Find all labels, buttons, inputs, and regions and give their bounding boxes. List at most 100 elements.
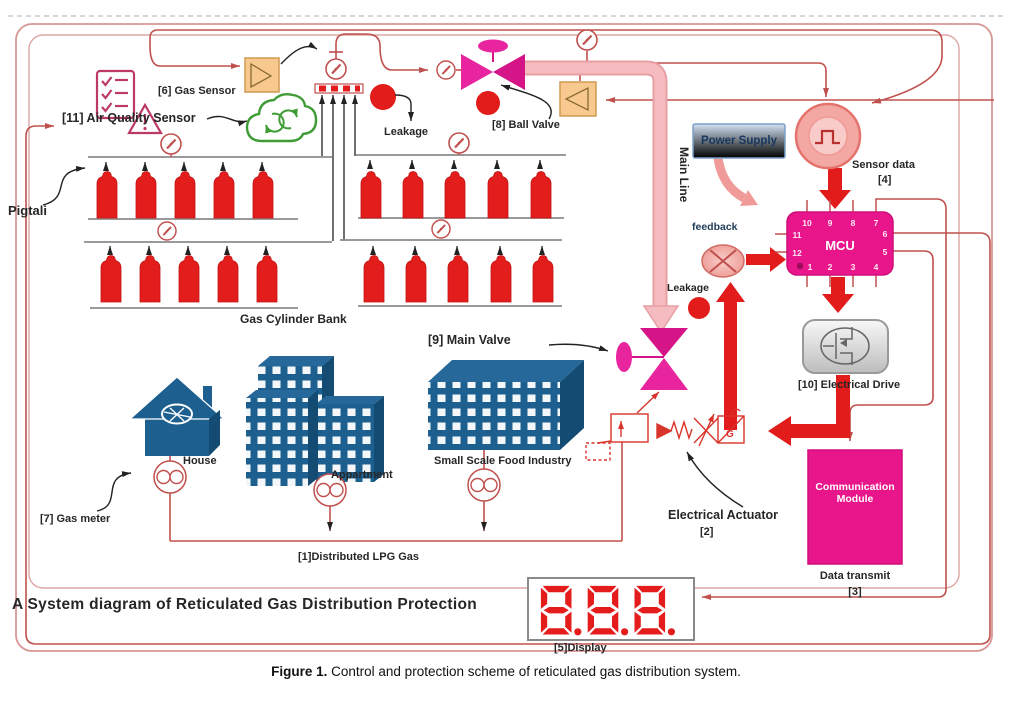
communication-module-label: Communication Module [815,481,895,505]
communication-module-box [807,449,903,565]
mcu-pin-5: 5 [883,247,888,257]
wire-mcu-pin5-to-comm [847,250,934,441]
electrical-actuator-label: Electrical Actuator [668,508,778,522]
mosfet-icon [820,327,870,365]
main-line-pipe [524,60,680,334]
mcu-chip: 10 9 8 7 11 12 6 5 1 2 3 4 MCU [775,200,906,287]
leakage-top-label: Leakage [384,126,429,138]
gas-meter-industry [467,468,501,502]
main-valve [616,328,688,390]
wire-top-to-sensor-data [149,29,943,104]
manifold [314,51,364,94]
gas-sensor-box-2 [559,81,597,117]
apartment-icon [246,356,384,486]
main-valve-label: [9] Main Valve [428,333,511,347]
electrical-drive-label: [10] Electrical Drive [798,379,901,391]
leakage-mid-label: Leakage [667,282,710,294]
arrow-ballvalve-label [500,84,552,120]
power-supply-label: Power Supply [700,134,778,147]
arrow-actuator-label [686,451,744,508]
arrow-sensordata-to-mcu [819,168,851,209]
arrow-gasmeter-label [96,471,132,512]
industry-label: Small Scale Food Industry [434,455,572,467]
mcu-pin-11: 11 [793,230,802,240]
display-label: [5]Display [554,642,607,654]
arrow-feedback-to-mcu [746,247,786,272]
mcu-pin-3: 3 [851,262,856,272]
seven-segment-display [527,577,695,641]
cylinder-arrows [103,160,545,255]
mcu-pin-7: 7 [874,218,879,228]
wire-mcu-pin6-to-air-sensor [25,123,991,645]
figure-caption-text: Control and protection scheme of reticul… [327,664,741,679]
actuator-g-label: G [726,429,734,440]
air-quality-cloud-icon [245,92,318,143]
ball-valve [436,28,599,90]
sensor-data-label: Sensor data [852,159,915,171]
data-transmit-ref: [3] [848,586,862,598]
mcu-pin-9: 9 [828,218,833,228]
arrow-pigtail-label [42,165,86,206]
electrical-actuator-ref: [2] [700,526,714,538]
arrow-gassensor-to-manifold [280,41,318,65]
mcu-pin-stubs [775,200,906,287]
mcu-pin-12: 12 [792,248,802,258]
signal-block-arrows [716,168,854,446]
electrical-drive-box [802,319,889,374]
inner-border [28,34,960,589]
cylinder-rails [84,154,566,309]
checklist-warning-icon [95,69,163,135]
gas-cylinder-bank-label: Gas Cylinder Bank [240,312,347,326]
pulse-icon [815,129,840,145]
figure-caption-label: Figure 1. [271,664,328,679]
feedback-mixer-icon [701,244,745,278]
ball-valve-label: [8] Ball Valve [492,119,560,131]
distributed-lpg-label: [1]Distributed LPG Gas [298,551,420,563]
mcu-pin-4: 4 [874,262,879,272]
feedback-label: feedback [692,221,738,233]
mcu-pin-6: 6 [883,229,888,239]
sensor-data-icon [794,102,862,170]
power-supply-box [692,123,786,159]
house-icon [128,376,226,456]
arrow-drive-to-actuator [768,375,850,446]
mcu-label: MCU [825,238,855,253]
diagram-title: A System diagram of Reticulated Gas Dist… [12,596,477,613]
house-label: House [183,455,217,467]
figure-caption: Figure 1. Control and protection scheme … [0,664,1012,679]
arrow-mcu-to-drive [822,277,854,313]
outer-border [15,23,993,652]
air-quality-label: [11] Air Quality Sensor [62,111,196,125]
wire-to-gas-sensor [149,45,240,69]
data-transmit-label: Data transmit [819,570,891,582]
rail-gauges [157,131,471,241]
gas-sensor-label: [6] Gas Sensor [158,85,236,97]
wire-manifold-to-ball-valve [335,33,428,73]
red-indicator-ballvalve [476,91,500,115]
mcu-pin-8: 8 [851,218,856,228]
distribution-lines [169,442,623,542]
leakage-indicator-top [370,84,396,110]
electrical-actuator-schematic: G [585,391,745,461]
main-line-label: Main Line [677,147,691,203]
industry-icon [428,360,584,450]
mcu-pin1-dot [796,262,804,270]
pipe-arrowhead [642,305,680,334]
gas-meter-house [153,460,187,494]
annotation-arrows [42,41,744,512]
mcu-pin-2: 2 [828,262,833,272]
sensor-data-ref: [4] [878,174,892,186]
mcu-pin-10: 10 [802,218,812,228]
apartment-label: Appartment [331,469,393,481]
wire-mcu-pin7-to-display [702,198,947,600]
arrow-mainvalve-label [548,343,609,352]
power-supply-arrow [713,157,758,206]
arrow-actuator-to-feedback [716,282,745,430]
pigtail-label: Pigtali [8,203,48,218]
gas-meter-label: [7] Gas meter [40,513,111,525]
mcu-pin-1: 1 [808,262,813,272]
manifold-feed-lines [319,95,358,241]
arrow-airquality-to-cloud [206,115,248,127]
